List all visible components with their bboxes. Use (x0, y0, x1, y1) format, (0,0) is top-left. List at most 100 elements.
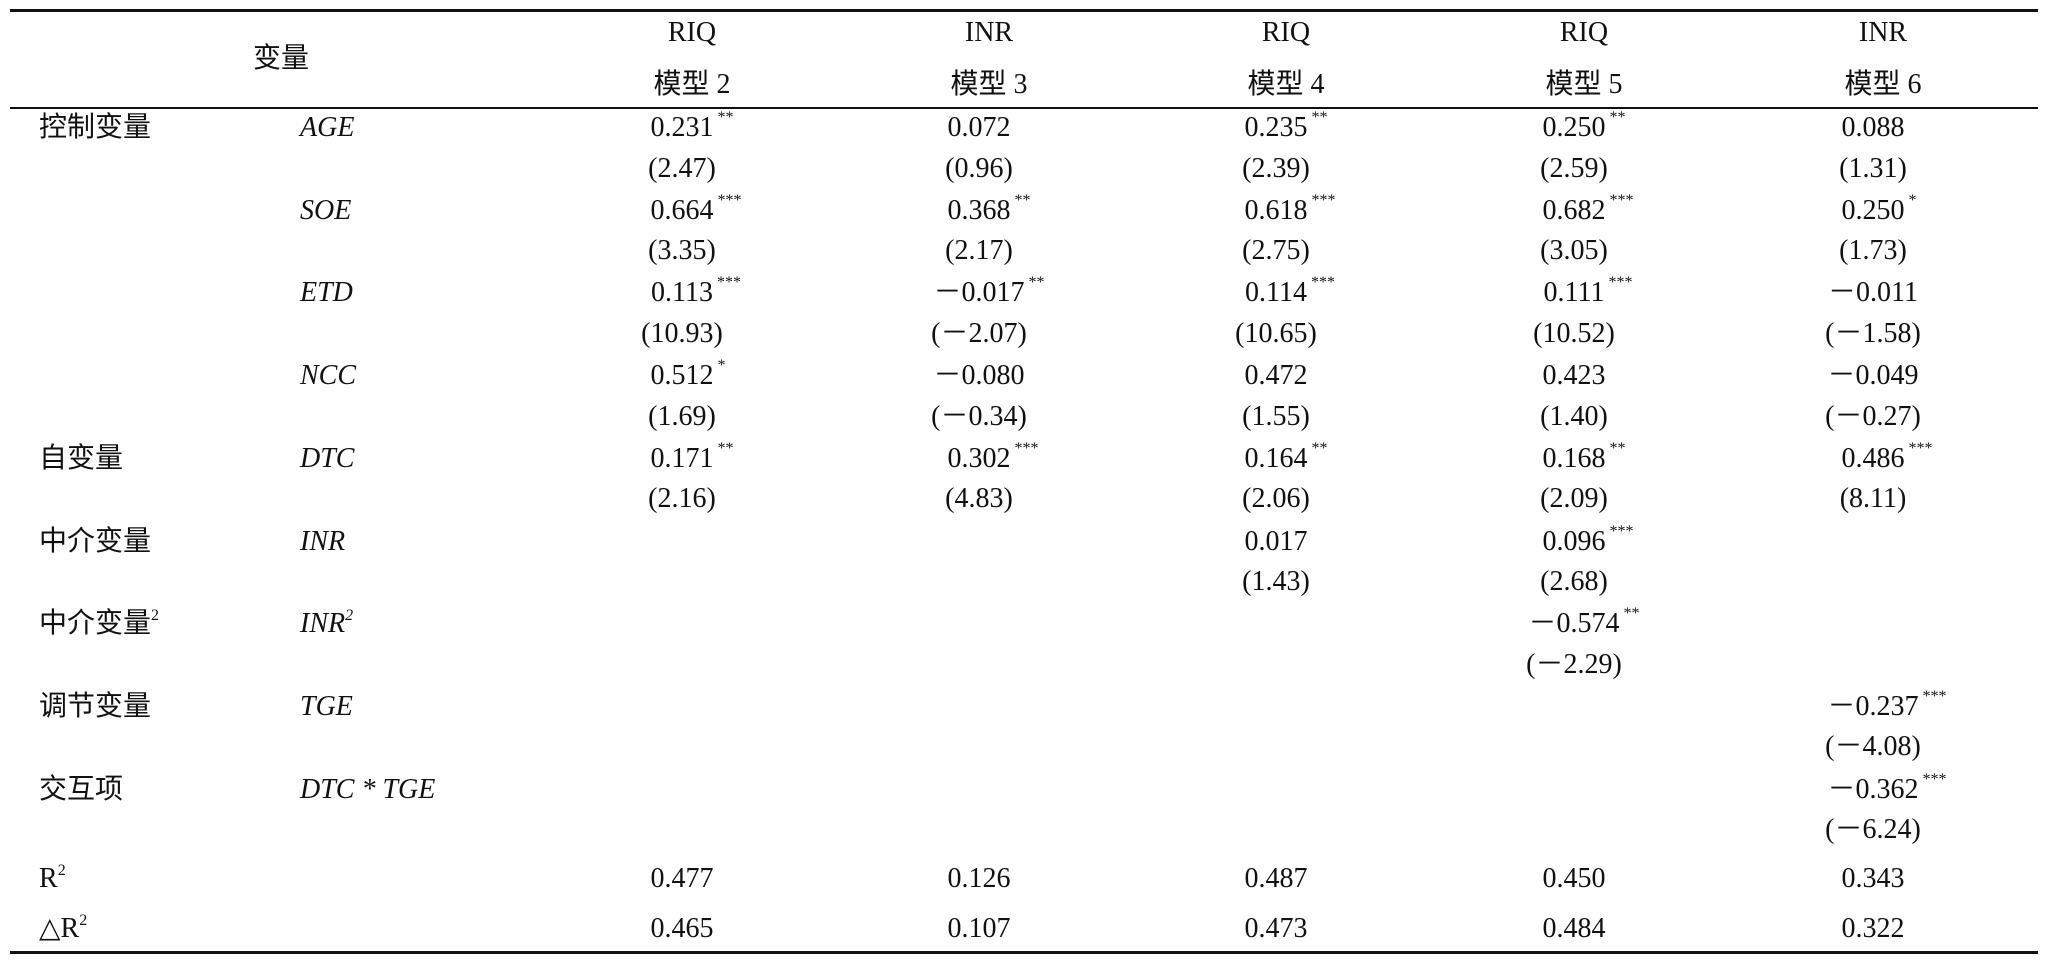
variable-name: SOE (300, 194, 352, 226)
t-statistic: (2.17) (945, 235, 1013, 267)
t-statistic: (8.11) (1839, 483, 1907, 515)
stat-value: 0.465 (650, 913, 714, 944)
group-label: 中介变量2 (39, 607, 160, 640)
t-statistic: (2.47) (648, 152, 716, 184)
t-statistic: (0.96) (945, 152, 1013, 184)
coefficient: 0.250 ** (1542, 109, 1626, 143)
coefficient: －0.080 (933, 360, 1025, 392)
coefficient: 0.096 *** (1542, 522, 1634, 557)
coefficient: －0.362 *** (1827, 770, 1947, 805)
stat-label: △R2 (39, 912, 88, 944)
t-statistic: (1.73) (1839, 235, 1907, 267)
t-statistic: (－0.34) (931, 400, 1027, 432)
t-statistic: (2.75) (1242, 235, 1310, 267)
coefficient: 0.113 *** (651, 274, 741, 309)
t-statistic: (1.31) (1839, 152, 1907, 184)
top-rule (10, 9, 2038, 12)
t-statistic: (1.43) (1242, 566, 1310, 597)
coefficient: －0.011 (1828, 277, 1918, 309)
coefficient: －0.049 (1827, 360, 1919, 392)
stat-value: 0.487 (1244, 863, 1308, 894)
coefficient: 0.088 (1841, 112, 1905, 143)
stat-value: 0.343 (1841, 863, 1905, 894)
t-statistic: (1.55) (1242, 400, 1310, 432)
t-statistic: (2.59) (1540, 152, 1608, 184)
t-statistic: (2.09) (1540, 483, 1608, 515)
model-name: 模型 2 (653, 69, 731, 100)
variable-name: INR2 (300, 607, 354, 640)
model-name: 模型 5 (1545, 69, 1623, 100)
header-rule (10, 107, 2038, 109)
stat-value: 0.450 (1542, 863, 1606, 894)
model-name: 模型 4 (1247, 69, 1325, 100)
variable-name: DTC (300, 442, 355, 474)
coefficient: 0.618 *** (1244, 191, 1336, 226)
variable-name: NCC (300, 360, 357, 392)
bottom-rule (10, 951, 2038, 954)
dependent-variable: RIQ (1261, 17, 1311, 48)
group-label: 交互项 (39, 773, 124, 805)
group-label: 调节变量 (39, 690, 152, 722)
coefficient: 0.682 *** (1542, 191, 1634, 226)
t-statistic: (1.40) (1540, 400, 1608, 432)
model-name: 模型 6 (1844, 69, 1922, 100)
t-statistic: (－4.08) (1825, 731, 1921, 763)
coefficient: 0.423 (1542, 360, 1606, 392)
coefficient: －0.237 *** (1827, 687, 1947, 722)
t-statistic: (1.69) (648, 400, 716, 432)
variable-name: DTC * TGE (300, 773, 436, 805)
t-statistic: (－6.24) (1825, 814, 1921, 846)
coefficient: 0.171 ** (650, 439, 734, 474)
coefficient: 0.235 ** (1244, 109, 1328, 143)
coefficient: 0.231 ** (650, 109, 734, 143)
coefficient: 0.164 ** (1244, 439, 1328, 474)
t-statistic: (－0.27) (1825, 400, 1921, 432)
t-statistic: (4.83) (945, 483, 1013, 515)
coefficient: 0.114 *** (1245, 274, 1335, 309)
t-statistic: (10.52) (1533, 317, 1615, 349)
stat-value: 0.484 (1542, 913, 1606, 944)
t-statistic: (3.35) (648, 235, 716, 267)
coefficient: 0.168 ** (1542, 439, 1626, 474)
group-label: 中介变量 (39, 525, 152, 557)
group-label: 控制变量 (39, 112, 152, 143)
header-variable: 变量 (252, 43, 310, 74)
t-statistic: (2.16) (648, 483, 716, 515)
stat-value: 0.322 (1841, 913, 1905, 944)
dependent-variable: RIQ (667, 17, 717, 48)
coefficient: －0.017 ** (933, 274, 1045, 309)
coefficient: 0.017 (1244, 525, 1308, 557)
t-statistic: (2.68) (1540, 566, 1608, 597)
stat-label: R2 (39, 862, 66, 894)
coefficient: 0.250 * (1841, 191, 1917, 226)
coefficient: 0.664 *** (650, 191, 742, 226)
variable-name: AGE (300, 112, 355, 143)
variable-name: ETD (300, 277, 353, 309)
coefficient: －0.574 ** (1528, 605, 1640, 640)
dependent-variable: INR (1858, 17, 1908, 48)
coefficient: 0.486 *** (1841, 439, 1933, 474)
coefficient: 0.472 (1244, 360, 1308, 392)
t-statistic: (－2.29) (1526, 648, 1622, 680)
stat-value: 0.107 (947, 913, 1011, 944)
variable-name: TGE (300, 690, 353, 722)
t-statistic: (－2.07) (931, 317, 1027, 349)
coefficient: 0.072 (947, 112, 1011, 143)
t-statistic: (10.65) (1235, 317, 1317, 349)
coefficient: 0.111 *** (1543, 274, 1633, 309)
stat-value: 0.126 (947, 863, 1011, 894)
t-statistic: (2.06) (1242, 483, 1310, 515)
t-statistic: (－1.58) (1825, 317, 1921, 349)
t-statistic: (2.39) (1242, 152, 1310, 184)
model-name: 模型 3 (950, 69, 1028, 100)
group-label: 自变量 (39, 442, 124, 474)
stat-value: 0.477 (650, 863, 714, 894)
dependent-variable: RIQ (1559, 17, 1609, 48)
stat-value: 0.473 (1244, 913, 1308, 944)
variable-name: INR (300, 525, 346, 557)
coefficient: 0.368 ** (947, 191, 1031, 226)
coefficient: 0.302 *** (947, 439, 1039, 474)
t-statistic: (10.93) (641, 317, 723, 349)
dependent-variable: INR (964, 17, 1014, 48)
